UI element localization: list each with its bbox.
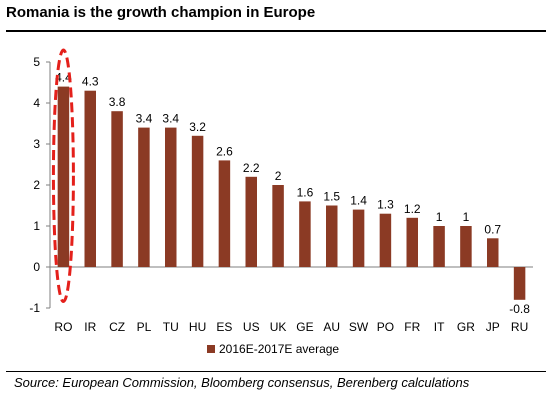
category-label-pl: PL [137, 320, 152, 334]
data-label-au: 1.5 [323, 190, 340, 204]
data-label-pl: 3.4 [136, 112, 153, 126]
category-label-uk: UK [270, 320, 287, 334]
category-labels: RO IR CZ PL TU HU ES US UK GE AU SW PO FR IT GR JP RU [54, 320, 528, 334]
category-label-po: PO [377, 320, 394, 334]
data-label-tu: 3.4 [162, 112, 179, 126]
chart-title: Romania is the growth champion in Europe [6, 4, 316, 21]
bar-tu [165, 127, 177, 267]
highlight [51, 48, 75, 304]
category-label-es: ES [216, 320, 232, 334]
category-label-au: AU [323, 320, 340, 334]
category-label-tu: TU [163, 320, 179, 334]
category-label-jp: JP [486, 320, 500, 334]
category-label-cz: CZ [109, 320, 125, 334]
bar-it [433, 226, 445, 267]
data-label-fr: 1.2 [404, 202, 421, 216]
bar-ir [84, 90, 96, 267]
legend-label: 2016E-2017E average [219, 342, 339, 356]
category-label-us: US [243, 320, 260, 334]
bar-gr [460, 226, 472, 267]
data-label-jp: 0.7 [484, 222, 501, 236]
highlight-ellipse [51, 48, 75, 304]
data-label-cz: 3.8 [109, 95, 126, 109]
data-label-ru: -0.8 [509, 302, 530, 316]
bottom-rule [6, 371, 546, 372]
data-label-ir: 4.3 [82, 75, 99, 89]
bar-pl [138, 127, 150, 267]
y-tick-label: 3 [33, 137, 40, 151]
bar-po [379, 213, 392, 267]
bar-cz [111, 111, 123, 267]
data-label-po: 1.3 [377, 198, 394, 212]
category-label-ro: RO [54, 320, 72, 334]
bar-es [218, 160, 231, 267]
bar-fr [406, 217, 418, 267]
bar-uk [272, 185, 284, 267]
data-label-hu: 3.2 [189, 120, 206, 134]
data-labels: 4.4 4.33.83.4 3.43.22.62.221.6 1.5 1.4 1.3 1.2… [55, 71, 530, 316]
bar-hu [191, 135, 204, 267]
data-label-sw: 1.4 [350, 194, 367, 208]
data-label-us: 2.2 [243, 161, 260, 175]
category-label-fr: FR [404, 320, 420, 334]
y-axis: -1 0 1 2 3 4 5 [29, 55, 51, 315]
category-label-ru: RU [511, 320, 528, 334]
bar-ru [513, 267, 526, 300]
y-tick-label: 4 [33, 96, 40, 110]
category-label-ge: GE [296, 320, 313, 334]
category-label-it: IT [434, 320, 445, 334]
y-tick-label: 2 [33, 178, 40, 192]
data-label-it: 1 [436, 210, 443, 224]
bar-ro [57, 86, 70, 267]
bar-ge [299, 201, 311, 267]
bars [57, 86, 526, 300]
data-label-gr: 1 [463, 210, 470, 224]
y-tick-label: 5 [33, 55, 40, 69]
data-label-es: 2.6 [216, 144, 233, 158]
bar-sw [352, 209, 365, 267]
y-tick-label: -1 [29, 301, 40, 315]
title-rule [6, 30, 546, 32]
bar-au [326, 205, 338, 267]
category-label-sw: SW [349, 320, 369, 334]
legend-swatch [207, 345, 215, 353]
data-label-ge: 1.6 [297, 185, 314, 199]
category-label-gr: GR [457, 320, 475, 334]
y-tick-label: 1 [33, 219, 40, 233]
source-note: Source: European Commission, Bloomberg c… [14, 375, 470, 390]
data-label-uk: 2 [275, 169, 282, 183]
bar-us [245, 176, 257, 267]
y-tick-label: 0 [33, 260, 40, 274]
bar-jp [487, 238, 499, 267]
legend: 2016E-2017E average [207, 342, 339, 356]
category-label-ir: IR [84, 320, 96, 334]
category-label-hu: HU [189, 320, 206, 334]
